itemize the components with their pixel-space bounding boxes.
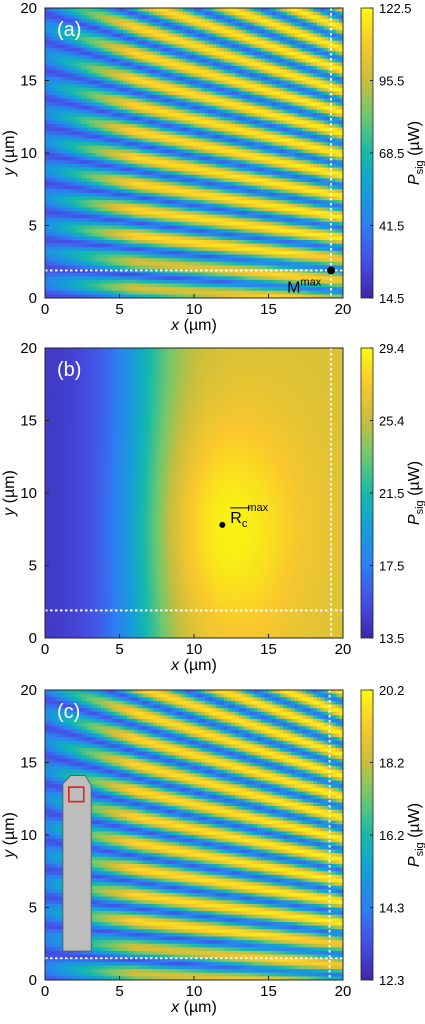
red-square (68, 786, 85, 803)
y-axis-label: y (µm) (1, 130, 18, 177)
x-tick-label: 0 (41, 983, 49, 1000)
colorbar: 13.5 17.5 21.5 25.4 29.4 Psig (µW) (360, 341, 425, 646)
y-tick-label: 10 (20, 827, 37, 844)
marker-point (219, 521, 226, 528)
y-tick-label: 15 (20, 413, 37, 430)
y-tick-label: 5 (29, 218, 37, 235)
x-tick-label: 20 (335, 301, 352, 318)
colorbar: 12.3 14.3 16.2 18.2 20.2 Psig (µW) (360, 683, 425, 988)
marker-label: Rcmax (230, 502, 268, 530)
colorbar-tick-label: 29.4 (379, 341, 404, 356)
colorbar-tick-label: 95.5 (379, 74, 404, 89)
x-axis-label: x (µm) (170, 657, 217, 674)
x-tick-label: 0 (41, 641, 49, 658)
colorbar-tick-label: 20.2 (379, 683, 404, 698)
y-tick-label: 5 (29, 558, 37, 575)
x-tick-label: 10 (186, 301, 203, 318)
x-tick-label: 20 (335, 983, 352, 1000)
colorbar-tick-label: 68.5 (379, 146, 404, 161)
colorbar-tick-label: 21.5 (379, 486, 404, 501)
x-tick-label: 5 (115, 983, 123, 1000)
marker-point (327, 266, 336, 275)
y-tick-label: 10 (20, 485, 37, 502)
panel-label: (c) (57, 701, 80, 723)
y-tick-label: 5 (29, 900, 37, 917)
colorbar-tick-label: 14.3 (379, 901, 404, 916)
panel-label: (a) (57, 19, 81, 41)
heatmap-cells (45, 8, 343, 298)
x-tick-label: 15 (260, 641, 277, 658)
x-tick-label: 5 (115, 641, 123, 658)
colorbar-tick-label: 25.4 (379, 414, 404, 429)
panel-a: 0 5 10 15 20 0 5 10 15 20 x (µm) y (µm) (a) Mmax 14.5 4… (1, 0, 425, 334)
x-tick-label: 10 (186, 641, 203, 658)
x-axis-label: x (µm) (170, 999, 217, 1016)
colorbar-tick-label: 13.5 (379, 631, 404, 646)
probe-shape (62, 775, 92, 952)
y-axis-label: y (µm) (1, 812, 18, 859)
y-tick-label: 15 (20, 73, 37, 90)
x-tick-label: 15 (260, 983, 277, 1000)
panel-b: 0 5 10 15 20 0 5 10 15 20 x (µm) y (µm) (b) Rcmax 13.5… (1, 340, 425, 674)
y-tick-label: 0 (29, 972, 37, 989)
y-tick-label: 0 (29, 290, 37, 307)
colorbar-tick-label: 12.3 (379, 973, 404, 988)
x-tick-label: 15 (260, 301, 277, 318)
y-tick-label: 20 (20, 340, 37, 357)
y-tick-label: 20 (20, 682, 37, 699)
x-tick-label: 20 (335, 641, 352, 658)
x-tick-label: 0 (41, 301, 49, 318)
colorbar-tick-label: 16.2 (379, 828, 404, 843)
colorbar-tick-label: 17.5 (379, 559, 404, 574)
colorbar-label: Psig (µW) (406, 461, 425, 525)
colorbar-tick-label: 122.5 (379, 1, 412, 16)
colorbar-label: Psig (µW) (406, 803, 425, 867)
x-tick-label: 5 (115, 301, 123, 318)
y-tick-label: 10 (20, 145, 37, 162)
colorbar-tick-label: 14.5 (379, 291, 404, 306)
colorbar-tick-label: 18.2 (379, 756, 404, 771)
x-axis-label: x (µm) (170, 317, 217, 334)
y-tick-label: 20 (20, 0, 37, 17)
x-tick-label: 10 (186, 983, 203, 1000)
marker-label: Mmax (287, 276, 322, 296)
colorbar-label: Psig (µW) (406, 121, 425, 185)
y-tick-label: 0 (29, 630, 37, 647)
panel-label: (b) (57, 359, 81, 381)
colorbar: 14.5 41.5 68.5 95.5 122.5 Psig (µW) (360, 1, 425, 306)
y-axis-label: y (µm) (1, 470, 18, 517)
colorbar-tick-label: 41.5 (379, 219, 404, 234)
y-tick-label: 15 (20, 755, 37, 772)
heatmap-cells (45, 348, 343, 638)
